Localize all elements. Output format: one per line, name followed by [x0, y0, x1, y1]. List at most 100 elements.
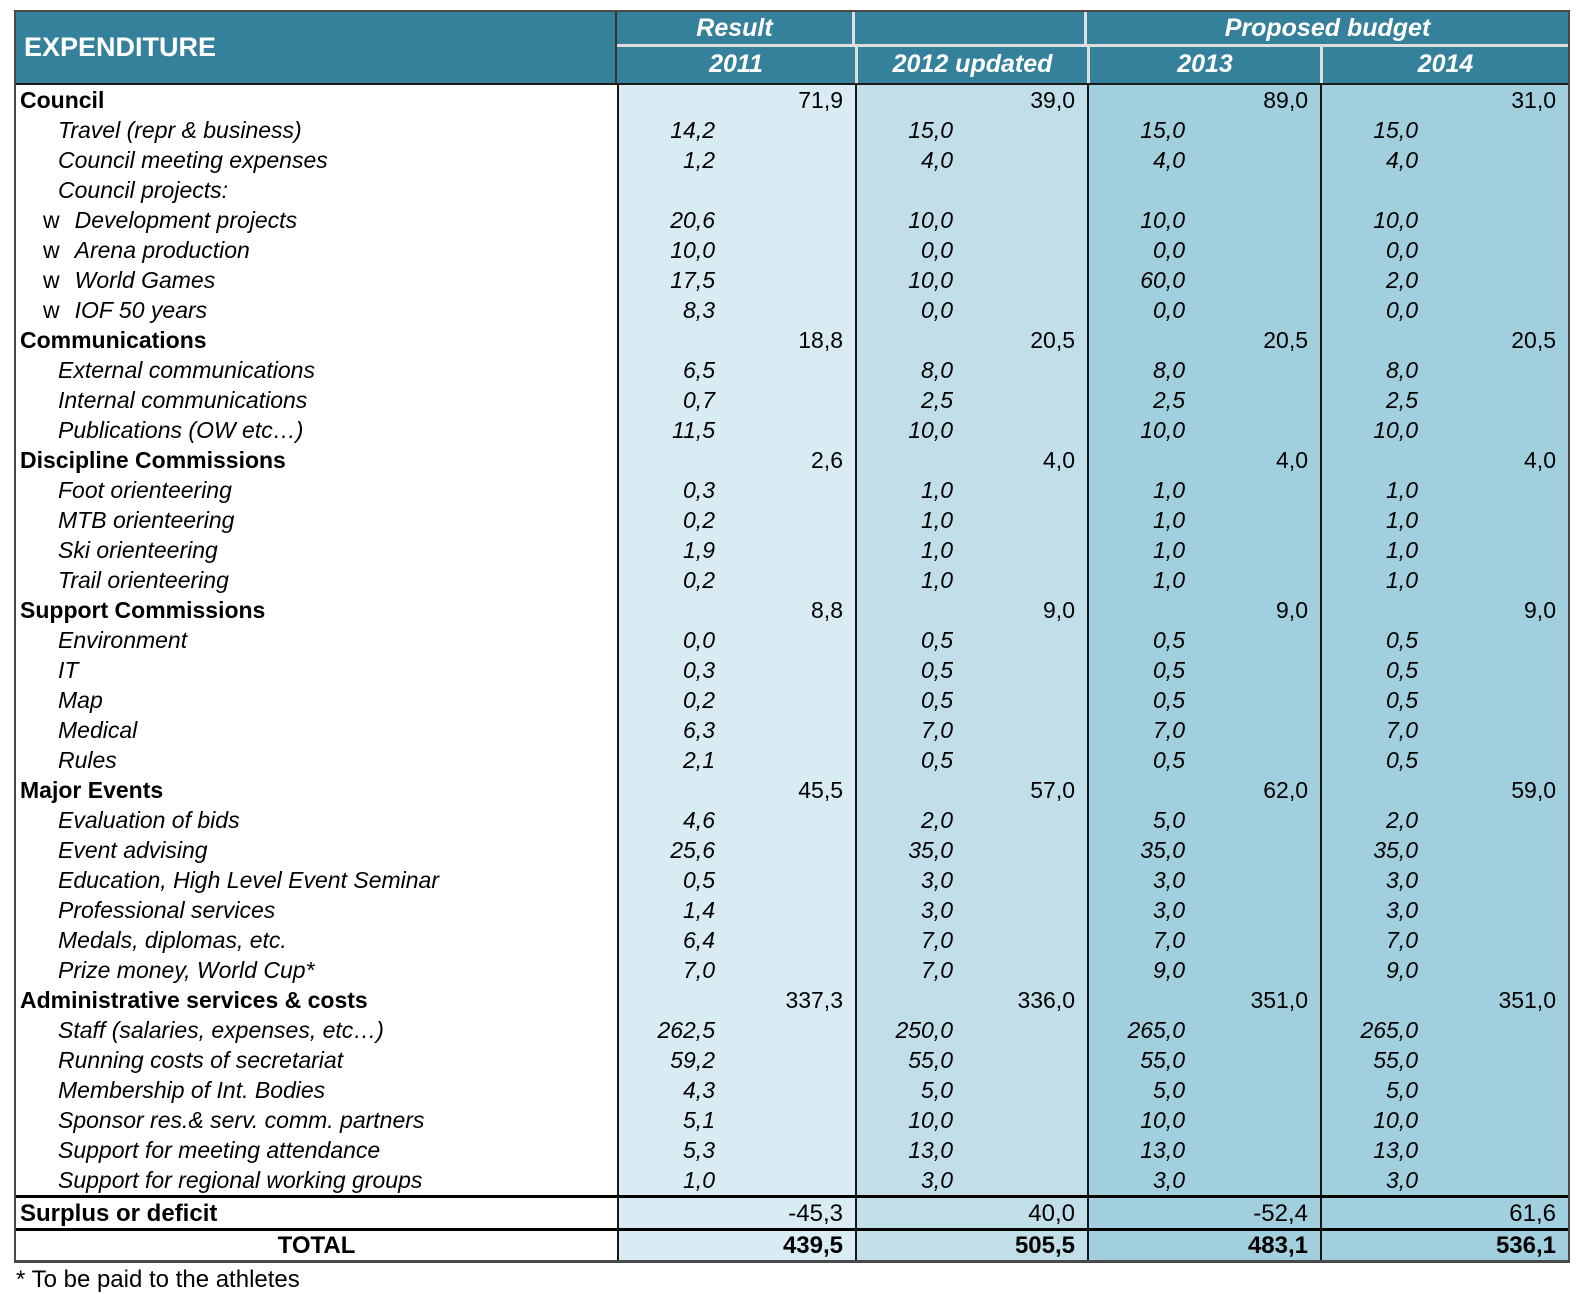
value-number: 4,0	[1386, 147, 1418, 173]
value-number: 0,5	[1153, 687, 1185, 713]
value-2014: 0,0	[1320, 295, 1568, 325]
value-2011: 0,2	[617, 565, 855, 595]
value-2012: 10,0	[855, 205, 1087, 235]
expenditure-header-cell: EXPENDITURE	[16, 12, 617, 83]
value-2013: 0,5	[1087, 625, 1320, 655]
row-label: Council meeting expenses	[58, 147, 328, 173]
surplus-value-2014: 61,6	[1320, 1195, 1568, 1228]
value-number: 4,0	[1153, 147, 1185, 173]
value-number: 7,0	[1153, 717, 1185, 743]
value-2014: 7,0	[1320, 715, 1568, 745]
row-label-text: Development projects	[74, 207, 298, 233]
value-number: 1,0	[921, 477, 953, 503]
value-2014: 0,5	[1320, 685, 1568, 715]
row-label: Support for meeting attendance	[58, 1137, 381, 1163]
value-number: 55,0	[1140, 1047, 1185, 1073]
value-number: 0,5	[921, 657, 953, 683]
value-number: 13,0	[1373, 1137, 1418, 1163]
value-2014: 9,0	[1320, 595, 1568, 625]
value-2013: 351,0	[1087, 985, 1320, 1015]
value-2012: 10,0	[855, 1105, 1087, 1135]
value-2014: 2,0	[1320, 265, 1568, 295]
value-number: 1,0	[1386, 537, 1418, 563]
value-2012: 0,0	[855, 235, 1087, 265]
value-2011: 2,1	[617, 745, 855, 775]
blank-header-cell	[855, 12, 1087, 47]
row-label: Support for regional working groups	[58, 1167, 423, 1193]
value-number: 0,3	[683, 657, 715, 683]
value-number: 0,5	[1386, 747, 1418, 773]
value-2014	[1320, 175, 1568, 205]
value-2012: 0,5	[855, 655, 1087, 685]
total-label: TOTAL	[16, 1228, 617, 1260]
value-2013: 5,0	[1087, 1075, 1320, 1105]
value-2012: 2,5	[855, 385, 1087, 415]
value-number: 10,0	[1140, 1107, 1185, 1133]
value-number: 2,5	[1386, 387, 1418, 413]
surplus-label: Surplus or deficit	[16, 1195, 617, 1228]
value-number: 0,5	[683, 867, 715, 893]
value-2012: 55,0	[855, 1045, 1087, 1075]
value-number: 4,6	[683, 807, 715, 833]
year-header-2013: 2013	[1087, 47, 1320, 83]
value-2013: 4,0	[1087, 145, 1320, 175]
value-2012: 0,0	[855, 295, 1087, 325]
value-2013: 1,0	[1087, 535, 1320, 565]
value-2011: 6,5	[617, 355, 855, 385]
total-value-2013: 483,1	[1087, 1228, 1320, 1260]
value-number: 0,0	[1153, 297, 1185, 323]
total-value-2014: 536,1	[1320, 1228, 1568, 1260]
row-label: Membership of Int. Bodies	[58, 1077, 326, 1103]
value-number: 7,0	[921, 717, 953, 743]
value-2011: 4,3	[617, 1075, 855, 1105]
value-2014: 1,0	[1320, 505, 1568, 535]
value-2012: 10,0	[855, 265, 1087, 295]
value-2012: 4,0	[855, 445, 1087, 475]
value-number: 3,0	[1153, 897, 1185, 923]
value-2012: 2,0	[855, 805, 1087, 835]
value-2011: 6,3	[617, 715, 855, 745]
value-2011: 18,8	[617, 325, 855, 355]
row-label: Map	[58, 687, 103, 713]
value-2014: 10,0	[1320, 205, 1568, 235]
table-header: EXPENDITURE Result Proposed budget 2011 …	[16, 12, 1568, 83]
value-number: 6,4	[683, 927, 715, 953]
row-label: Council projects:	[58, 177, 229, 203]
value-number: 10,0	[670, 237, 715, 263]
row-label: External communications	[58, 357, 315, 383]
value-2013: 1,0	[1087, 505, 1320, 535]
bullet-w-icon: w	[43, 237, 60, 263]
value-2012: 0,5	[855, 685, 1087, 715]
value-2012: 7,0	[855, 955, 1087, 985]
value-number: 1,2	[683, 147, 715, 173]
value-number: 59,2	[670, 1047, 715, 1073]
value-2011: 71,9	[617, 85, 855, 115]
row-label: Internal communications	[58, 387, 308, 413]
value-2011: 0,2	[617, 685, 855, 715]
value-2012: 8,0	[855, 355, 1087, 385]
row-label: IT	[58, 657, 79, 683]
row-label-text: World Games	[74, 267, 216, 293]
value-2013: 35,0	[1087, 835, 1320, 865]
proposed-budget-header-cell: Proposed budget	[1087, 12, 1568, 47]
value-number: 8,0	[1386, 357, 1418, 383]
row-label: Education, High Level Event Seminar	[58, 867, 439, 893]
value-number: 13,0	[908, 1137, 953, 1163]
value-number: 1,0	[1386, 567, 1418, 593]
value-2011: 2,6	[617, 445, 855, 475]
value-number: 10,0	[908, 267, 953, 293]
value-2011: 5,1	[617, 1105, 855, 1135]
value-number: 15,0	[1373, 117, 1418, 143]
value-2012: 1,0	[855, 565, 1087, 595]
value-2014: 35,0	[1320, 835, 1568, 865]
surplus-value-2012: 40,0	[855, 1195, 1087, 1228]
value-number: 10,0	[908, 207, 953, 233]
value-number: 5,0	[1153, 807, 1185, 833]
value-2012: 3,0	[855, 865, 1087, 895]
value-number: 1,0	[921, 567, 953, 593]
value-2011: 0,3	[617, 655, 855, 685]
value-2014: 4,0	[1320, 145, 1568, 175]
value-number: 2,5	[1153, 387, 1185, 413]
value-number: 3,0	[1386, 897, 1418, 923]
value-2013: 8,0	[1087, 355, 1320, 385]
